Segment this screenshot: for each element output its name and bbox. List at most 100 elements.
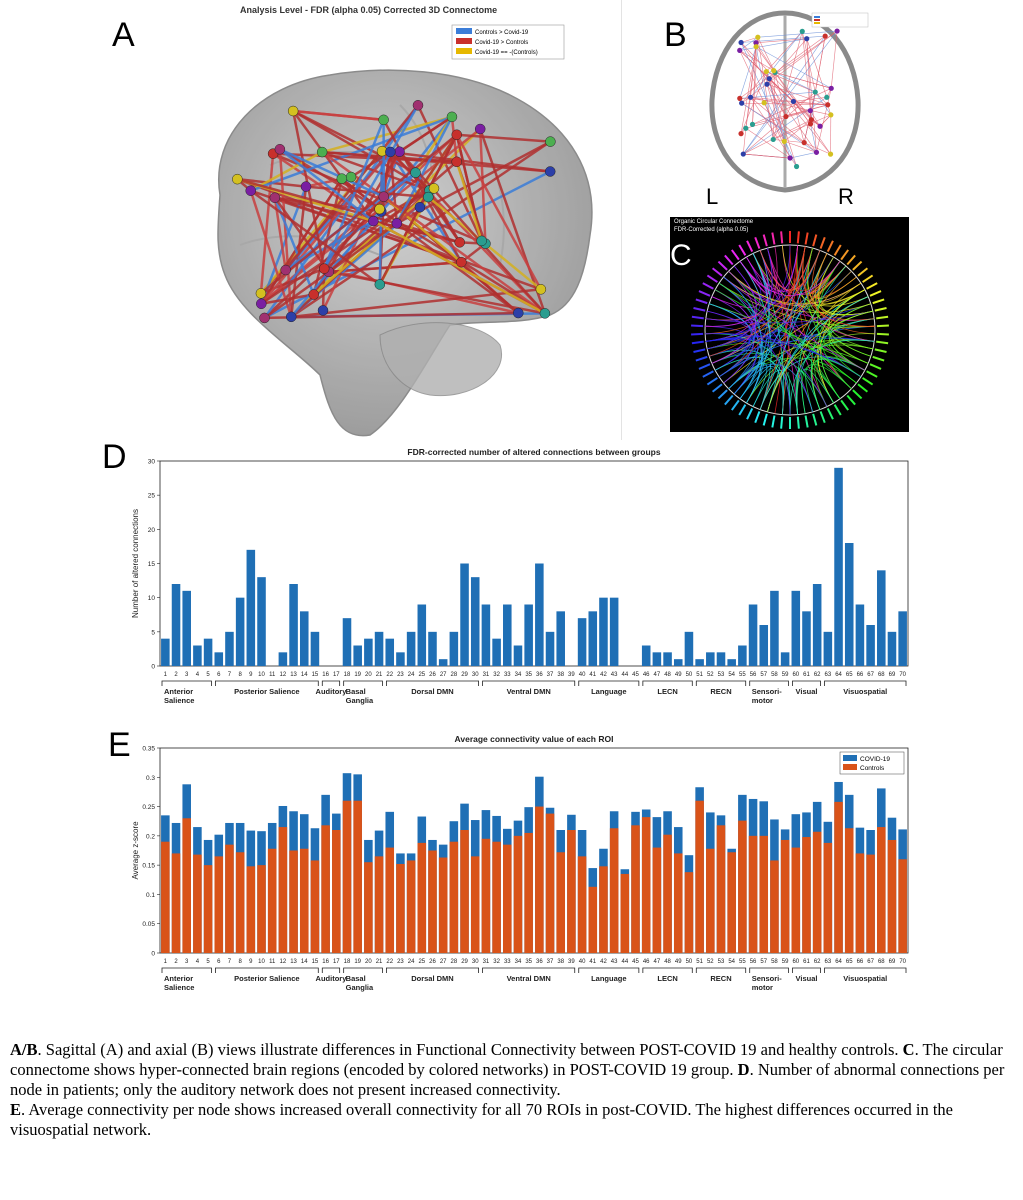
connection-edge bbox=[260, 151, 392, 305]
x-tick-label: 53 bbox=[718, 672, 725, 678]
circular-connection bbox=[767, 247, 875, 342]
network-label: Language bbox=[591, 974, 626, 983]
network-label: Ganglia bbox=[346, 696, 374, 705]
axial-node bbox=[766, 76, 772, 82]
altered-connections-bar bbox=[460, 563, 469, 666]
altered-connections-bar bbox=[673, 659, 683, 666]
plot-area bbox=[159, 460, 909, 667]
connection-edge bbox=[323, 119, 385, 270]
circular-node-tick bbox=[724, 254, 734, 266]
circular-connection bbox=[718, 276, 757, 378]
x-tick-label: 17 bbox=[333, 959, 340, 965]
axial-edge bbox=[810, 110, 821, 127]
altered-connections-bar bbox=[599, 597, 608, 666]
circular-node-tick bbox=[826, 240, 834, 253]
panel-c-title-line2: FDR-Corrected (alpha 0.05) bbox=[674, 227, 749, 233]
controls-bar bbox=[716, 825, 726, 953]
controls-bar bbox=[524, 832, 533, 953]
x-tick-label: 13 bbox=[290, 672, 297, 678]
altered-connections-bar bbox=[823, 631, 833, 666]
axial-edge bbox=[784, 119, 812, 142]
circular-connection bbox=[711, 338, 875, 364]
roi-node bbox=[545, 136, 556, 147]
x-tick-label: 62 bbox=[814, 959, 821, 965]
circular-connection bbox=[711, 270, 756, 364]
circular-node-tick bbox=[826, 407, 834, 420]
x-tick-label: 21 bbox=[376, 959, 383, 965]
circular-node-tick bbox=[746, 407, 754, 420]
circular-node-tick bbox=[731, 249, 740, 261]
controls-bar bbox=[759, 835, 769, 953]
circular-node-tick bbox=[691, 332, 704, 336]
axial-node bbox=[737, 47, 743, 54]
controls-bar bbox=[706, 848, 715, 953]
connection-edge bbox=[478, 128, 487, 244]
x-tick-label: 25 bbox=[418, 672, 425, 678]
axial-edge bbox=[750, 31, 803, 98]
x-tick-label: 64 bbox=[835, 672, 842, 678]
x-tick-label: 24 bbox=[408, 959, 415, 965]
panel-a-title: Analysis Level - FDR (alpha 0.05) Correc… bbox=[240, 5, 498, 15]
circular-connection bbox=[728, 270, 841, 400]
x-tick-label: 23 bbox=[397, 959, 404, 965]
connection-edge bbox=[455, 161, 483, 242]
circular-connection bbox=[723, 276, 866, 371]
altered-connections-bar bbox=[385, 638, 395, 666]
x-tick-label: 69 bbox=[889, 959, 896, 965]
circular-connection bbox=[718, 282, 857, 384]
caption-text-ab: . Sagittal (A) and axial (B) views illus… bbox=[37, 1040, 903, 1059]
x-tick-label: 60 bbox=[792, 672, 799, 678]
connection-edge bbox=[416, 104, 483, 242]
controls-bar bbox=[844, 828, 854, 953]
controls-bar bbox=[620, 873, 630, 953]
x-tick-label: 22 bbox=[386, 672, 393, 678]
axial-edge bbox=[757, 37, 774, 140]
x-tick-label: 66 bbox=[857, 672, 864, 678]
roi-node bbox=[456, 256, 467, 268]
controls-bar bbox=[342, 800, 352, 953]
controls-bar bbox=[503, 844, 512, 953]
axial-edge bbox=[740, 42, 797, 167]
network-bracket bbox=[215, 680, 319, 686]
x-tick-label: 41 bbox=[589, 672, 596, 678]
legend-swatch bbox=[456, 38, 472, 44]
altered-connections-bar bbox=[310, 631, 320, 666]
network-bracket bbox=[695, 967, 747, 973]
y-tick-label: 15 bbox=[148, 561, 156, 568]
controls-bar bbox=[374, 856, 384, 953]
circular-node-tick bbox=[833, 244, 842, 256]
circular-node-tick bbox=[796, 231, 800, 244]
controls-bar bbox=[684, 872, 694, 953]
axial-node bbox=[753, 44, 759, 50]
altered-connections-bar bbox=[203, 638, 213, 666]
x-tick-label: 7 bbox=[228, 672, 232, 678]
caption-text-c: . The circular connectome shows hyper-co… bbox=[10, 1040, 1003, 1079]
altered-connections-bar bbox=[417, 604, 427, 666]
axial-edge bbox=[755, 46, 832, 89]
caption-paragraph-2: E. Average connectivity per node shows i… bbox=[10, 1100, 1010, 1140]
circular-connection bbox=[709, 303, 762, 404]
x-tick-label: 51 bbox=[696, 672, 703, 678]
connection-edge bbox=[323, 195, 385, 270]
axial-node bbox=[783, 113, 789, 120]
x-tick-label: 70 bbox=[899, 959, 906, 965]
controls-bar bbox=[663, 834, 672, 953]
axial-edge bbox=[742, 128, 747, 155]
controls-bar bbox=[449, 841, 459, 953]
circular-node-tick bbox=[746, 240, 754, 253]
circular-node-tick bbox=[840, 249, 849, 261]
x-tick-label: 31 bbox=[483, 672, 490, 678]
controls-bar bbox=[406, 860, 416, 953]
x-tick-label: 41 bbox=[589, 959, 596, 965]
y-tick-label: 0.05 bbox=[142, 921, 155, 928]
x-tick-label: 1 bbox=[164, 959, 168, 965]
axial-edge bbox=[774, 72, 787, 117]
x-tick-label: 54 bbox=[728, 672, 735, 678]
altered-connections-bar bbox=[877, 570, 886, 666]
y-tick-label: 0.15 bbox=[142, 863, 155, 870]
axial-edge bbox=[739, 46, 757, 99]
y-axis-label: Average z-score bbox=[131, 821, 140, 880]
x-tick-label: 46 bbox=[643, 959, 650, 965]
network-label: Dorsal DMN bbox=[411, 974, 454, 983]
x-tick-label: 55 bbox=[739, 959, 746, 965]
